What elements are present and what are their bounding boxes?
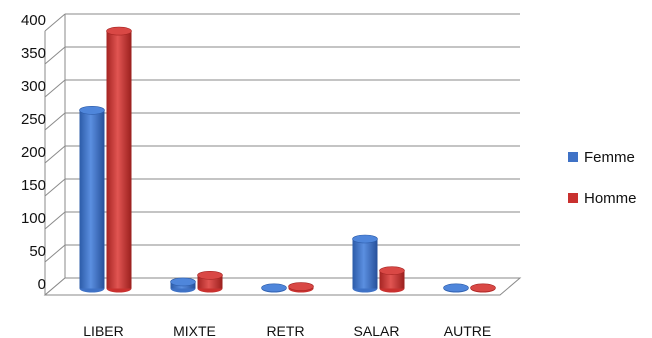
bar-top [197,270,223,280]
bar-top [379,266,405,275]
side-wall-line [44,178,66,197]
legend: Femme Homme [568,149,637,207]
y-tick-label: 200 [21,144,46,161]
y-tick-label: 100 [21,210,46,227]
legend-item-homme: Homme [568,190,637,207]
side-wall-line [44,145,66,164]
bar-top [470,283,496,293]
legend-label: Femme [584,149,635,166]
side-wall-line [44,112,66,131]
y-tick-label: 400 [21,12,46,29]
bar-femme-autre [443,283,469,293]
bar-body [379,270,405,289]
legend-label: Homme [584,190,637,207]
bar-femme-retr [261,283,287,293]
x-tick-label: RETR [266,323,304,338]
side-wall-line [44,46,66,65]
bar-top [288,282,314,291]
side-wall-line [44,13,66,32]
bar-top [79,106,105,115]
bar-homme-liber [106,26,132,293]
x-tick-label: LIBER [83,323,123,338]
legend-swatch [568,193,578,203]
y-tick-label: 300 [21,78,46,95]
bar-top [261,283,287,293]
bars [79,26,496,293]
bar-body [352,239,378,289]
y-tick-label: 0 [38,276,46,293]
bar-homme-salar [379,266,405,293]
x-tick-label: AUTRE [444,323,491,338]
x-tick-label: MIXTE [173,323,216,338]
bar-body [79,110,105,289]
bar-homme-mixte [197,270,223,293]
side-wall-line [44,244,66,263]
y-tick-label: 350 [21,45,46,62]
bar-body [106,31,132,289]
y-tick-label: 150 [21,177,46,194]
bar-top [106,26,132,36]
bar-top [443,283,469,293]
side-wall-line [44,211,66,230]
bar-homme-autre [470,283,496,293]
bar-femme-liber [79,106,105,293]
legend-item-femme: Femme [568,149,635,166]
legend-swatch [568,152,578,162]
bar-top [170,277,196,287]
bar-femme-mixte [170,277,196,293]
x-tick-label: SALAR [354,323,400,338]
y-axis: 0 50 100 150 200 250 300 350 400 [21,12,46,293]
bar-homme-retr [288,282,314,293]
y-tick-label: 50 [29,243,46,260]
bar-femme-salar [352,234,378,293]
side-wall-line [44,79,66,98]
bar-top [352,234,378,244]
y-tick-label: 250 [21,111,46,128]
x-axis: LIBER MIXTE RETR SALAR AUTRE [83,323,491,338]
